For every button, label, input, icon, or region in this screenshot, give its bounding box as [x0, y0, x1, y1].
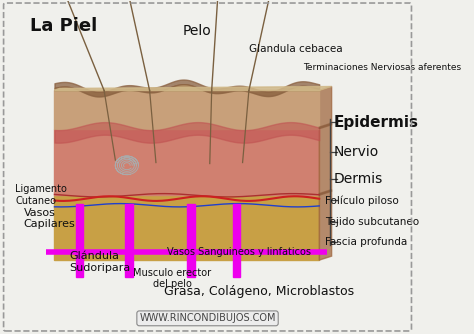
Polygon shape [55, 91, 319, 129]
Polygon shape [55, 195, 319, 260]
Bar [187, 204, 195, 277]
Text: Dermis: Dermis [334, 172, 383, 186]
Bar [125, 204, 133, 277]
Text: WWW.RINCONDIBUJOS.COM: WWW.RINCONDIBUJOS.COM [139, 313, 276, 323]
Text: Epidermis: Epidermis [334, 115, 419, 130]
Polygon shape [55, 87, 332, 91]
Polygon shape [319, 87, 332, 260]
Text: Pelo: Pelo [182, 24, 211, 38]
Polygon shape [319, 123, 332, 129]
Text: Nervio: Nervio [334, 145, 379, 159]
Text: La Piel: La Piel [30, 17, 97, 35]
Text: Folículo piloso: Folículo piloso [326, 195, 399, 205]
Bar [75, 204, 83, 277]
Text: Musculo erector
del pelo: Musculo erector del pelo [133, 268, 211, 289]
Text: Vasos Sanguineos y linfaticos: Vasos Sanguineos y linfaticos [166, 247, 310, 257]
Text: Tejido subcutaneo: Tejido subcutaneo [326, 217, 419, 227]
Text: Ligamento
Cutaneo: Ligamento Cutaneo [15, 184, 67, 206]
Polygon shape [55, 129, 319, 195]
Bar [233, 204, 240, 277]
Text: Grasa, Colágeno, Microblastos: Grasa, Colágeno, Microblastos [164, 285, 354, 298]
Polygon shape [319, 190, 332, 195]
Text: Fascia profunda: Fascia profunda [326, 237, 408, 247]
Text: Terminaciones Nerviosas aferentes: Terminaciones Nerviosas aferentes [303, 63, 461, 72]
Text: Vasos
Capilares: Vasos Capilares [23, 208, 75, 229]
Text: Glandula cebacea: Glandula cebacea [249, 44, 343, 54]
Text: Glándula
Sudoripara: Glándula Sudoripara [69, 251, 130, 273]
